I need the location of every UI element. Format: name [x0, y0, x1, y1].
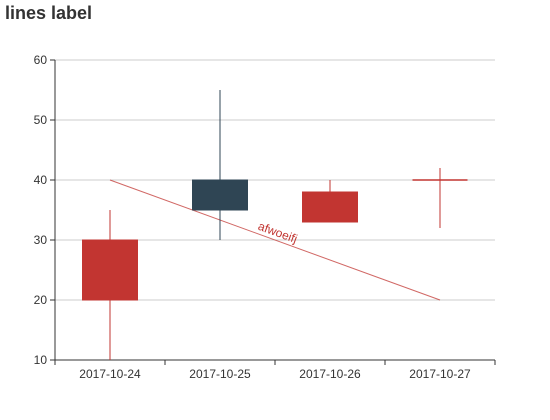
y-tick-label: 60 — [34, 53, 48, 67]
candles — [82, 90, 468, 360]
candle-body — [192, 179, 248, 211]
mark-line-segment — [109, 179, 441, 301]
x-axis: 2017-10-24 2017-10-25 2017-10-26 2017-10-27 — [54, 359, 496, 381]
x-tick-label: 2017-10-24 — [79, 367, 141, 381]
y-axis: 10 20 30 40 50 60 — [34, 53, 56, 367]
y-tick-label: 50 — [34, 113, 48, 127]
candle-body — [302, 191, 358, 223]
chart-title: lines label — [5, 3, 93, 23]
candle-body — [82, 239, 138, 301]
mark-line-label: afwoeifj — [256, 219, 299, 246]
y-tick-label: 10 — [34, 353, 48, 367]
x-tick-label: 2017-10-26 — [299, 367, 361, 381]
y-tick-label: 40 — [34, 173, 48, 187]
candle — [82, 210, 138, 360]
y-tick-label: 30 — [34, 233, 48, 247]
x-tick-label: 2017-10-27 — [409, 367, 471, 381]
candle — [192, 90, 248, 240]
x-tick-label: 2017-10-25 — [189, 367, 251, 381]
candle — [412, 168, 468, 228]
y-tick-label: 20 — [34, 293, 48, 307]
candle — [302, 180, 358, 223]
